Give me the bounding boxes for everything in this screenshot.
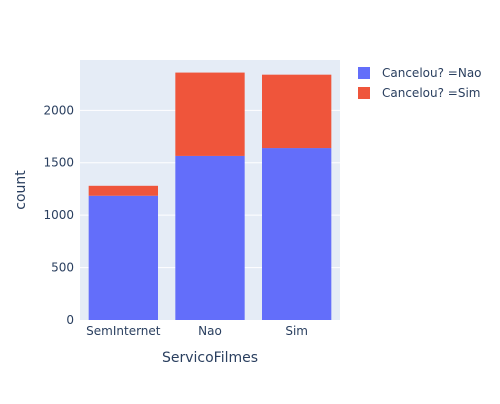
bars <box>88 72 332 320</box>
x-tick-labels: SemInternet Nao Sim <box>86 324 308 338</box>
bar-sim-nao[interactable] <box>262 148 332 320</box>
bar-seminternet-sim[interactable] <box>88 185 158 196</box>
legend-label[interactable]: Cancelou? =Nao <box>382 66 482 80</box>
y-axis-title: count <box>13 170 29 210</box>
y-tick-labels: 0 500 1000 1500 2000 <box>43 103 74 327</box>
legend: Cancelou? =Nao Cancelou? =Sim <box>358 66 482 100</box>
y-tick-label: 500 <box>51 261 74 275</box>
x-tick-label: Sim <box>285 324 308 338</box>
legend-swatch[interactable] <box>358 87 370 99</box>
legend-swatch[interactable] <box>358 67 370 79</box>
x-tick-label: SemInternet <box>86 324 161 338</box>
x-tick-label: Nao <box>198 324 222 338</box>
bar-seminternet-nao[interactable] <box>88 195 158 320</box>
y-tick-label: 2000 <box>43 103 74 117</box>
bar-sim-sim[interactable] <box>262 74 332 149</box>
y-tick-label: 0 <box>66 313 74 327</box>
bar-nao-sim[interactable] <box>175 72 245 156</box>
y-tick-label: 1500 <box>43 156 74 170</box>
y-tick-label: 1000 <box>43 208 74 222</box>
x-axis-title: ServicoFilmes <box>162 350 258 366</box>
legend-label[interactable]: Cancelou? =Sim <box>382 86 480 100</box>
bar-nao-nao[interactable] <box>175 155 245 320</box>
